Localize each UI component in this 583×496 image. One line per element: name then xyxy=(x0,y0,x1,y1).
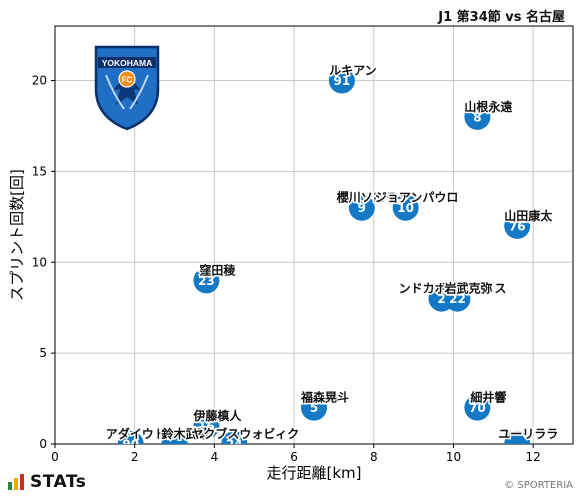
player-point xyxy=(328,67,355,94)
player-name-label: 山根永遠 xyxy=(464,99,512,114)
x-tick-label: 12 xyxy=(526,450,541,464)
player-name-label: ンドカボニフェイス xyxy=(399,281,507,296)
x-tick-label: 4 xyxy=(211,450,219,464)
copyright-credit: © SPORTERIA xyxy=(504,480,573,491)
player-number: 10 xyxy=(397,201,414,215)
player-point xyxy=(301,394,327,421)
x-tick-label: 6 xyxy=(290,450,298,464)
y-tick-label: 5 xyxy=(39,346,47,360)
player-point xyxy=(221,431,248,444)
player-number: 23 xyxy=(198,274,215,288)
y-tick-label: 0 xyxy=(39,437,47,451)
player-number: 9 xyxy=(358,201,366,215)
x-tick-label: 10 xyxy=(446,450,461,464)
y-axis-label: スプリント回数[回] xyxy=(8,169,26,301)
emblem-text: YOKOHAMA xyxy=(102,58,153,68)
player-name-label: 細井響 xyxy=(470,390,506,405)
player-point xyxy=(392,194,419,221)
x-tick-label: 8 xyxy=(370,450,378,464)
player-name-label: 櫻川ソロモン xyxy=(336,190,409,205)
y-tick-label: 15 xyxy=(32,164,47,178)
player-point xyxy=(348,194,375,221)
player-point xyxy=(464,103,491,130)
club-emblem-icon: YOKOHAMA FC xyxy=(94,45,160,131)
player-point xyxy=(117,431,144,444)
x-tick-label: 0 xyxy=(51,450,59,464)
player-number: 8 xyxy=(473,110,481,124)
player-name-label: ヤクブスウォビィク xyxy=(191,426,299,441)
player-point xyxy=(504,431,531,444)
player-number: 22 xyxy=(449,292,466,306)
player-name-label: ルキアン xyxy=(329,64,377,78)
player-point xyxy=(193,412,220,439)
emblem-badge-text: FC xyxy=(122,76,133,85)
player-point xyxy=(464,394,491,421)
player-number: 5 xyxy=(310,401,318,415)
player-name-label: 伊藤槙人 xyxy=(192,408,242,423)
y-tick-labels: 0 5 10 15 20 xyxy=(32,74,47,451)
match-title: J1 第34節 vs 名古屋 xyxy=(438,10,565,25)
player-number: 76 xyxy=(509,219,526,233)
x-tick-labels: 0 2 4 6 8 10 12 xyxy=(51,450,541,464)
player-number: 16 xyxy=(198,419,215,433)
plot-frame xyxy=(54,25,574,445)
player-name-label: 山田康太 xyxy=(504,208,553,223)
label-group: ルキアン山根永遠櫻川ソロモンジョアンパウロ山田康太窪田稜ンドカボニフェイス岩武克… xyxy=(104,62,560,442)
player-point xyxy=(444,285,471,312)
stats-brand: STATs xyxy=(8,472,86,492)
y-tick-label: 20 xyxy=(32,74,47,88)
player-name-label: ジョアンパウロ xyxy=(375,191,459,205)
player-name-label: 福森晃斗 xyxy=(300,390,349,405)
x-axis-label: 走行距離[km] xyxy=(266,464,361,482)
player-name-label: ユーリララ xyxy=(498,427,558,441)
player-name-label: 鈴木武蔵 xyxy=(162,426,210,441)
stats-logo-icon xyxy=(8,474,24,490)
player-number: 90 xyxy=(122,438,139,452)
player-name-label: アダイウトン xyxy=(106,426,178,441)
player-name-label: 窪田稜 xyxy=(199,262,236,277)
player-number: 2 xyxy=(437,292,445,306)
player-name-label: 岩武克弥 xyxy=(443,281,492,296)
player-point xyxy=(161,431,188,444)
player-point xyxy=(504,212,531,239)
y-tick-label: 10 xyxy=(32,255,47,269)
stats-brand-text: STATs xyxy=(30,472,87,492)
x-tick-label: 2 xyxy=(131,450,139,464)
player-point xyxy=(193,267,220,294)
player-number: 24 xyxy=(226,438,243,452)
player-number: 91 xyxy=(334,74,351,88)
player-number: 70 xyxy=(469,401,486,415)
